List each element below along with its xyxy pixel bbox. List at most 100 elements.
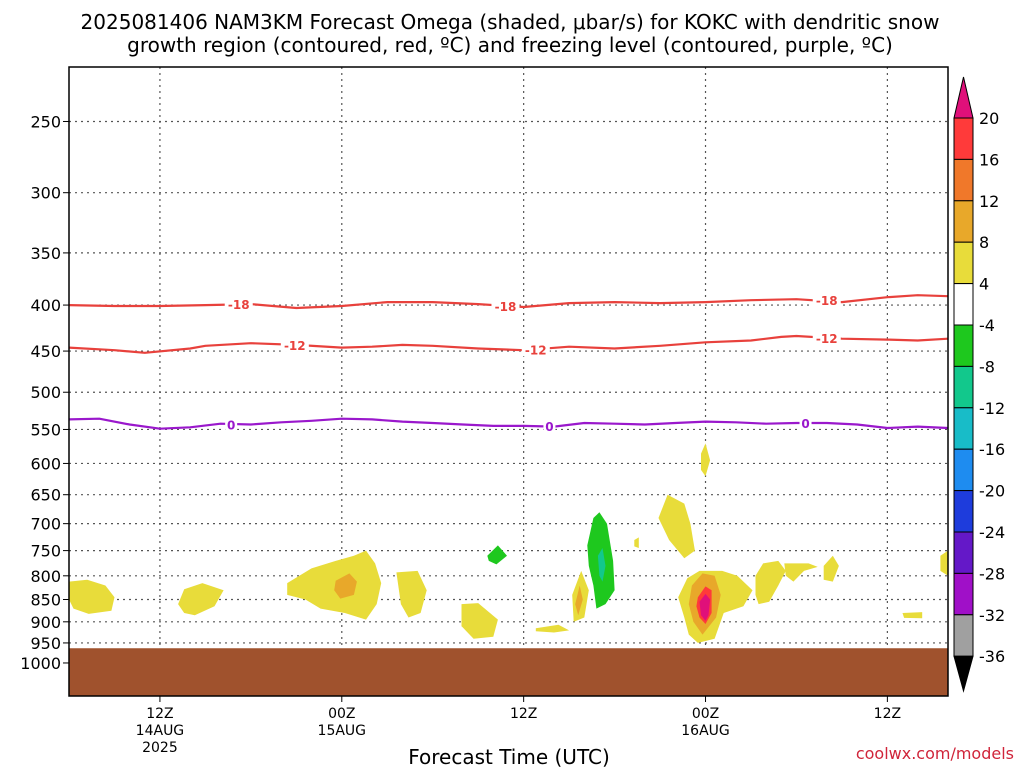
omega-region (940, 550, 948, 576)
omega-region (396, 570, 427, 618)
y-tick-label: 1000 (20, 654, 61, 673)
y-tick-label: 600 (30, 454, 61, 473)
colorbar-label: 16 (979, 150, 999, 169)
omega-region (487, 545, 507, 565)
x-tick-label: 12Z (874, 706, 901, 722)
y-tick-label: 750 (30, 542, 61, 561)
plot-frame (68, 66, 949, 697)
contour-label: 0 (801, 417, 809, 431)
colorbar-label: -32 (979, 606, 1005, 625)
contour-label-bg (224, 297, 253, 312)
colorbar-bin (953, 365, 974, 409)
temperature-contours: -18 -18 -18 -12 -12 -12 0 0 0 (69, 293, 948, 434)
omega-region (597, 548, 606, 582)
colorbar-label: 12 (979, 192, 999, 211)
y-tick-label: 650 (30, 486, 61, 505)
y-tick-label: 950 (30, 634, 61, 653)
y-tick-label: 350 (30, 244, 61, 263)
omega-region (658, 494, 695, 559)
y-tick-label: 250 (30, 112, 61, 131)
colorbar-label: -4 (979, 316, 995, 335)
colorbar-label: -24 (979, 523, 1005, 542)
omega-region (701, 443, 711, 477)
colorbar: 20 16 12 8 4 -4 -8 -12 -16 -20 -24 -28 -32 -36 (953, 76, 1005, 693)
x-tick-label: 16AUG (681, 723, 730, 739)
colorbar-bin (953, 283, 974, 326)
colorbar-bin (953, 614, 974, 657)
omega-region (287, 550, 382, 620)
omega-region (755, 560, 786, 605)
omega-region (178, 583, 224, 616)
omega-region (823, 555, 839, 582)
colorbar-label: -20 (979, 482, 1005, 501)
contour-label-bg (543, 418, 556, 433)
y-tick-label: 700 (30, 515, 61, 534)
colorbar-label: 20 (979, 109, 999, 128)
omega-region (535, 624, 570, 633)
y-tick-label: 300 (30, 184, 61, 203)
x-tick-label: 12Z (146, 706, 173, 722)
y-axis: 250 300 350 400 450 500 550 600 650 700 750 800 850 9… (20, 112, 69, 673)
omega-region (334, 573, 357, 599)
contour-label: -12 (816, 332, 838, 346)
colorbar-bin (953, 117, 974, 160)
omega-region (784, 563, 818, 582)
contour-label: -18 (495, 300, 517, 314)
colorbar-label: 4 (979, 275, 989, 294)
colorbar-arrow-bottom (953, 655, 974, 693)
omega-region (902, 612, 923, 619)
x-tick-label: 14AUG (136, 723, 185, 739)
colorbar-bin (953, 490, 974, 533)
contour-label-bg (812, 293, 841, 308)
colorbar-label: -8 (979, 357, 995, 376)
omega-region (575, 585, 583, 616)
contour-label-bg (225, 417, 238, 432)
y-tick-label: 500 (30, 383, 61, 402)
y-tick-label: 550 (30, 420, 61, 439)
contour-label-bg (812, 330, 841, 345)
colorbar-bin (953, 407, 974, 450)
colorbar-arrow-top (953, 76, 974, 119)
omega-region (69, 579, 115, 614)
omega-region (461, 603, 498, 639)
colorbar-bin (953, 200, 974, 243)
terrain (69, 648, 948, 696)
colorbar-label: -36 (979, 647, 1005, 666)
contour-label-bg (799, 416, 812, 431)
chart-title-line2: growth region (contoured, red, ºC) and f… (127, 33, 893, 57)
x-tick-label: 12Z (510, 706, 537, 722)
y-tick-label: 450 (30, 342, 61, 361)
x-tick-label: 15AUG (318, 723, 367, 739)
contour-label: -18 (228, 298, 250, 312)
contour-label: 0 (545, 420, 553, 434)
contour-label: 0 (227, 418, 235, 432)
colorbar-label: -12 (979, 399, 1005, 418)
colorbar-label: -16 (979, 440, 1005, 459)
contour-label-bg (521, 342, 550, 357)
x-tick-label: 00Z (328, 706, 355, 722)
colorbar-label: -28 (979, 564, 1005, 583)
omega-region (699, 593, 711, 621)
colorbar-bin (953, 531, 974, 574)
credit-text: coolwx.com/models (856, 744, 1014, 763)
contour-line (69, 417, 948, 430)
chart-title-line1: 2025081406 NAM3KM Forecast Omega (shaded… (81, 10, 940, 34)
omega-shading (69, 443, 948, 643)
y-tick-label: 900 (30, 613, 61, 632)
contour-line (69, 334, 948, 354)
colorbar-bin (953, 324, 974, 367)
contour-label: -12 (284, 339, 306, 353)
colorbar-bin (953, 241, 974, 285)
colorbar-bin (953, 158, 974, 202)
y-tick-label: 850 (30, 590, 61, 609)
contour-label-bg (491, 299, 520, 314)
contour-label-bg (280, 337, 309, 352)
x-tick-label: 2025 (142, 740, 178, 756)
contour-label: -12 (525, 343, 547, 357)
y-tick-label: 800 (30, 567, 61, 586)
x-axis-label: Forecast Time (UTC) (408, 745, 610, 768)
colorbar-bin (953, 448, 974, 492)
y-tick-label: 400 (30, 296, 61, 315)
colorbar-bin (953, 572, 974, 616)
